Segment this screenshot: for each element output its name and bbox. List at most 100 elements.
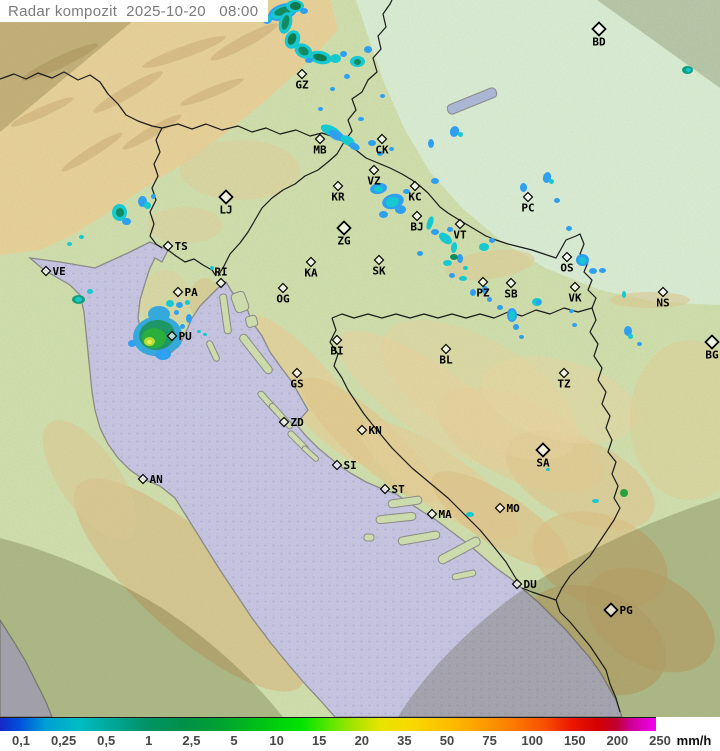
- city-diamond-icon: [373, 254, 385, 266]
- radar-echo: [305, 58, 313, 63]
- city-label: GS: [290, 378, 303, 391]
- city-diamond-icon: [558, 367, 570, 379]
- radar-echo: [599, 268, 606, 273]
- radar-echo: [428, 139, 434, 148]
- city-marker-MO: MO: [494, 502, 520, 515]
- city-diamond-icon: [215, 277, 227, 289]
- radar-echo: [572, 323, 577, 327]
- city-marker-DU: DU: [511, 578, 538, 591]
- city-marker-BG: BG: [704, 334, 720, 362]
- city-label: PZ: [476, 287, 490, 300]
- city-diamond-icon: [426, 508, 438, 520]
- radar-echo: [290, 2, 301, 10]
- city-diamond-icon: [561, 251, 573, 263]
- legend-tick: 20: [354, 733, 370, 748]
- city-label: BD: [592, 36, 606, 49]
- radar-echo: [287, 33, 297, 45]
- radar-echo: [142, 328, 166, 348]
- legend-tick: 1: [145, 733, 153, 748]
- radar-echo: [176, 302, 183, 308]
- legend-units: mm/h: [676, 733, 712, 748]
- city-marker-PG: PG: [603, 602, 633, 618]
- radar-echo: [147, 340, 152, 344]
- city-diamond-icon: [278, 416, 290, 428]
- borders-layer: [0, 0, 621, 713]
- radar-echo: [368, 140, 376, 146]
- city-marker-TZ: TZ: [557, 367, 571, 391]
- city-diamond-icon: [411, 210, 423, 222]
- city-marker-BJ: BJ: [410, 210, 424, 234]
- radar-echo: [116, 208, 124, 217]
- city-label: NS: [656, 297, 669, 310]
- radar-echo: [497, 305, 503, 310]
- city-diamond-icon: [291, 367, 303, 379]
- city-marker-PZ: PZ: [476, 276, 490, 300]
- city-marker-ZG: ZG: [336, 220, 352, 248]
- city-label: OG: [276, 293, 290, 306]
- radar-echo: [438, 232, 453, 245]
- city-label: DU: [524, 578, 538, 591]
- radar-echo: [79, 235, 84, 239]
- radar-echo: [151, 194, 156, 199]
- city-label: KC: [408, 191, 421, 204]
- title-bar: Radar kompozit 2025-10-20 08:00: [0, 0, 269, 22]
- city-label: TZ: [557, 378, 571, 391]
- radar-echo: [354, 59, 361, 65]
- radar-echo: [148, 306, 170, 322]
- city-diamond-icon: [368, 164, 380, 176]
- city-label: ZD: [291, 416, 305, 429]
- city-marker-AN: AN: [137, 473, 163, 486]
- radar-echo: [459, 276, 467, 281]
- radar-echo: [330, 87, 335, 91]
- city-diamond-icon: [454, 218, 466, 230]
- city-label: AN: [150, 473, 163, 486]
- city-diamond-icon: [166, 330, 178, 342]
- radar-echo: [380, 94, 385, 98]
- city-diamond-icon: [569, 281, 581, 293]
- city-label: PU: [179, 330, 193, 343]
- city-label: MB: [313, 144, 327, 157]
- radar-echo: [466, 512, 474, 517]
- radar-echo: [128, 340, 136, 347]
- city-marker-TS: TS: [162, 240, 188, 253]
- city-label: GZ: [295, 79, 309, 92]
- city-diamond-icon: [172, 286, 184, 298]
- city-diamond-icon: [356, 424, 368, 436]
- legend: 0,1 0,25 0,5 1 2,5 5 10 15 20 35 50 75 100 150 200 250 m…: [0, 717, 720, 751]
- city-marker-VZ: VZ: [367, 164, 381, 188]
- legend-tick: 150: [563, 733, 586, 748]
- legend-tick: 10: [269, 733, 284, 748]
- legend-tick-labels: 0,1 0,25 0,5 1 2,5 5 10 15 20 35 50 75 100 150 200 250 m…: [0, 731, 720, 751]
- radar-echo: [186, 314, 192, 323]
- city-diamond-icon: [331, 459, 343, 471]
- city-marker-VE: VE: [40, 265, 66, 278]
- city-diamond-icon: [591, 21, 607, 37]
- radar-echo: [449, 126, 460, 137]
- radar-echo: [155, 348, 171, 360]
- city-marker-layer: VE TS AN PA PU RI LJ GZ MB CK KR VZ ZG KC BJ VT KA OG SK PC…: [40, 21, 720, 618]
- city-label: PA: [185, 286, 199, 299]
- city-label: LJ: [219, 204, 232, 217]
- radar-echo: [470, 289, 476, 296]
- radar-echo: [389, 147, 394, 151]
- radar-echo: [197, 330, 201, 333]
- radar-echo: [417, 251, 423, 256]
- city-diamond-icon: [137, 473, 149, 485]
- radar-echo: [620, 489, 628, 497]
- radar-echo: [536, 300, 541, 305]
- city-diamond-icon: [331, 334, 343, 346]
- city-marker-BD: BD: [591, 21, 607, 49]
- city-label: VK: [568, 292, 582, 305]
- radar-echo: [374, 186, 383, 192]
- city-label: BJ: [410, 221, 423, 234]
- city-diamond-icon: [336, 220, 352, 236]
- city-marker-SI: SI: [331, 459, 357, 472]
- city-label: ST: [392, 483, 406, 496]
- radar-echo: [449, 273, 455, 278]
- city-label: BL: [439, 354, 453, 367]
- city-label: SA: [536, 457, 550, 470]
- radar-echo: [450, 254, 458, 260]
- city-diamond-icon: [603, 602, 619, 618]
- city-marker-GZ: GZ: [295, 68, 309, 92]
- radar-echo: [482, 286, 488, 294]
